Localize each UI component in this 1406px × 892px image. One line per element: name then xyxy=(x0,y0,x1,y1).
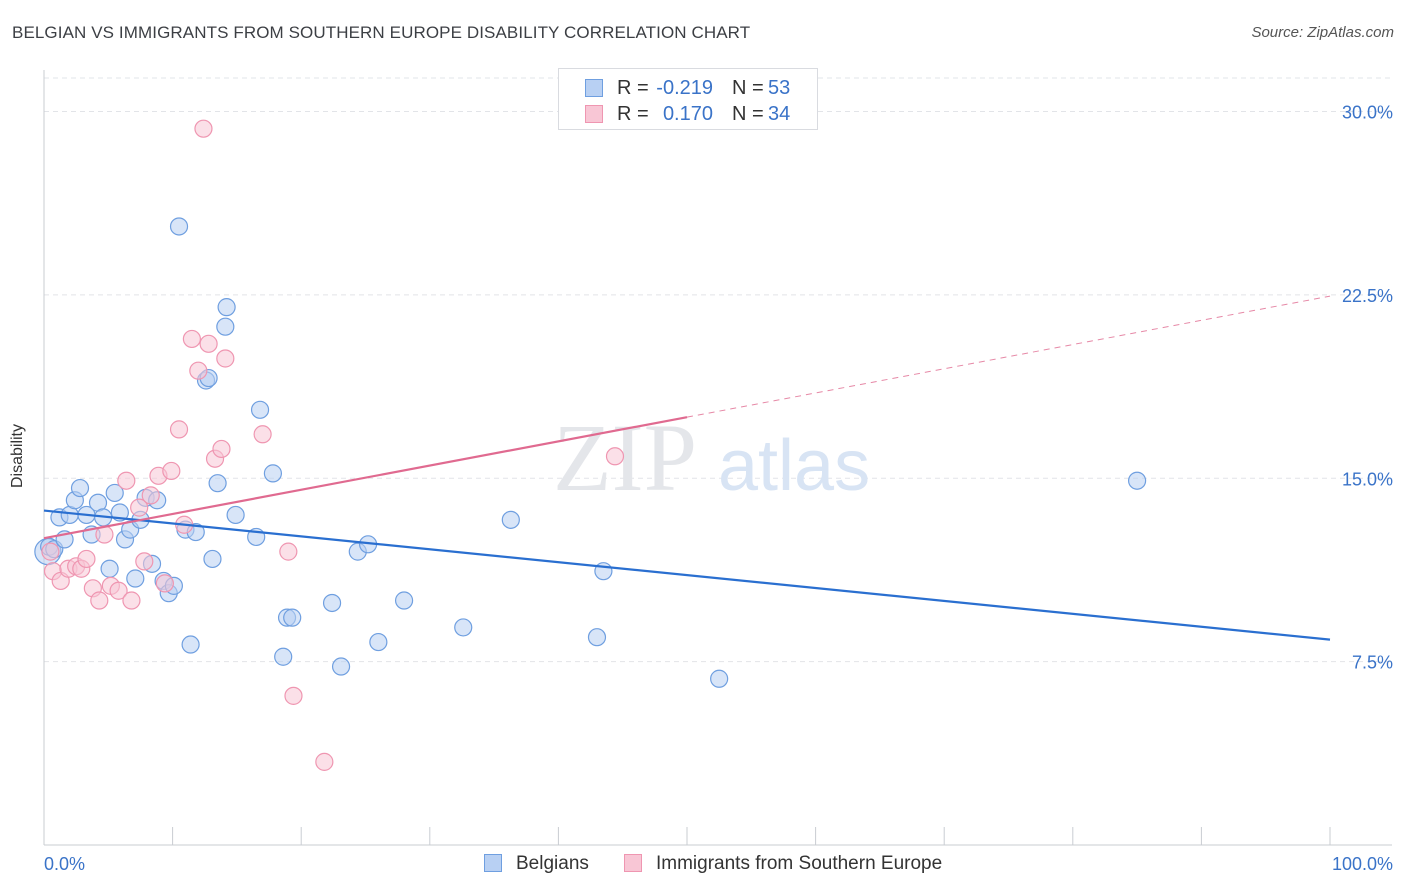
y-tick-label: 30.0% xyxy=(1342,103,1393,123)
data-point-belgian xyxy=(226,505,245,525)
r-label: R = xyxy=(617,77,649,99)
data-point-southern-europe xyxy=(284,686,303,705)
x-tick-label: 0.0% xyxy=(44,854,85,874)
data-point-belgian xyxy=(501,510,520,529)
r-label: R = xyxy=(617,103,649,125)
data-point-southern-europe xyxy=(117,471,136,490)
data-point-belgian xyxy=(274,647,293,666)
n-label: N = xyxy=(732,77,764,99)
legend-row-southern-europe: R = 0.170 N = 34 xyxy=(559,101,817,127)
data-point-belgian xyxy=(126,569,145,588)
data-point-southern-europe xyxy=(135,552,154,571)
trend-line-belgians xyxy=(43,509,1331,641)
trend-lines xyxy=(43,295,1331,641)
data-point-belgian xyxy=(105,483,124,503)
data-points xyxy=(34,119,1147,771)
legend-label: Immigrants from Southern Europe xyxy=(656,853,943,874)
n-value: 34 xyxy=(768,103,791,125)
data-point-belgian xyxy=(331,657,351,676)
n-label: N = xyxy=(732,103,764,125)
data-point-belgian xyxy=(217,298,236,317)
data-point-southern-europe xyxy=(130,498,149,517)
trend-line-extension xyxy=(686,295,1331,418)
data-point-belgian xyxy=(169,217,189,236)
data-point-southern-europe xyxy=(212,439,231,459)
pink-swatch-icon xyxy=(585,105,603,123)
data-point-southern-europe xyxy=(194,119,213,138)
tick-labels: 7.5% 15.0% 22.5% 30.0% 0.0% 100.0% xyxy=(44,103,1393,874)
data-point-belgian xyxy=(710,669,729,688)
trend-line-southern-europe xyxy=(43,416,688,540)
blue-swatch-icon xyxy=(484,854,502,872)
data-point-southern-europe xyxy=(279,542,298,561)
data-point-belgian xyxy=(203,549,222,569)
blue-swatch-icon xyxy=(585,79,603,97)
data-point-southern-europe xyxy=(182,329,201,349)
data-point-belgian xyxy=(1127,471,1147,490)
data-point-southern-europe xyxy=(109,581,128,600)
data-point-belgian xyxy=(454,618,473,637)
series-legend: Belgians Immigrants from Southern Europe xyxy=(0,852,1406,878)
data-point-southern-europe xyxy=(189,361,208,380)
data-point-belgian xyxy=(283,608,302,627)
data-point-southern-europe xyxy=(216,349,235,368)
data-point-southern-europe xyxy=(169,420,189,439)
watermark-atlas: atlas xyxy=(718,426,870,506)
data-point-belgian xyxy=(250,400,270,419)
watermark-zip: ZIP xyxy=(553,404,697,511)
data-point-southern-europe xyxy=(141,486,160,505)
data-point-belgian xyxy=(322,593,342,613)
data-point-southern-europe xyxy=(41,542,60,561)
data-point-belgian xyxy=(100,559,119,578)
data-point-belgian xyxy=(263,464,283,483)
x-tick-label: 100.0% xyxy=(1332,854,1393,874)
data-point-belgian xyxy=(587,628,607,647)
data-point-belgian xyxy=(208,474,227,493)
gridlines xyxy=(44,77,1392,663)
data-point-belgian xyxy=(70,478,90,498)
y-tick-label: 7.5% xyxy=(1352,653,1393,673)
data-point-southern-europe xyxy=(605,447,625,466)
r-value: -0.219 xyxy=(656,77,713,99)
source-credit: Source: ZipAtlas.com xyxy=(1251,24,1394,41)
legend-row-belgians: R = -0.219 N = 53 xyxy=(559,75,817,101)
axes xyxy=(43,70,1392,846)
legend-label: Belgians xyxy=(516,853,589,874)
data-point-belgian xyxy=(181,635,200,654)
y-tick-label: 15.0% xyxy=(1342,469,1393,489)
n-value: 53 xyxy=(768,77,791,99)
data-point-belgian xyxy=(216,317,235,336)
data-point-southern-europe xyxy=(122,591,141,610)
data-point-southern-europe xyxy=(155,574,174,593)
y-tick-label: 22.5% xyxy=(1342,286,1393,306)
data-point-southern-europe xyxy=(162,461,181,481)
r-value: 0.170 xyxy=(662,103,713,125)
pink-swatch-icon xyxy=(624,854,642,872)
data-point-southern-europe xyxy=(90,591,109,610)
data-point-belgian xyxy=(369,632,388,652)
data-point-southern-europe xyxy=(199,334,218,353)
correlation-legend: R = -0.219 N = 53 R = 0.170 N = 34 xyxy=(558,68,818,130)
data-point-southern-europe xyxy=(77,549,96,569)
data-point-southern-europe xyxy=(315,752,334,771)
chart-title: BELGIAN VS IMMIGRANTS FROM SOUTHERN EURO… xyxy=(12,23,751,42)
data-point-southern-europe xyxy=(253,425,272,444)
watermark: ZIP atlas xyxy=(553,404,870,511)
data-point-belgian xyxy=(394,591,414,610)
